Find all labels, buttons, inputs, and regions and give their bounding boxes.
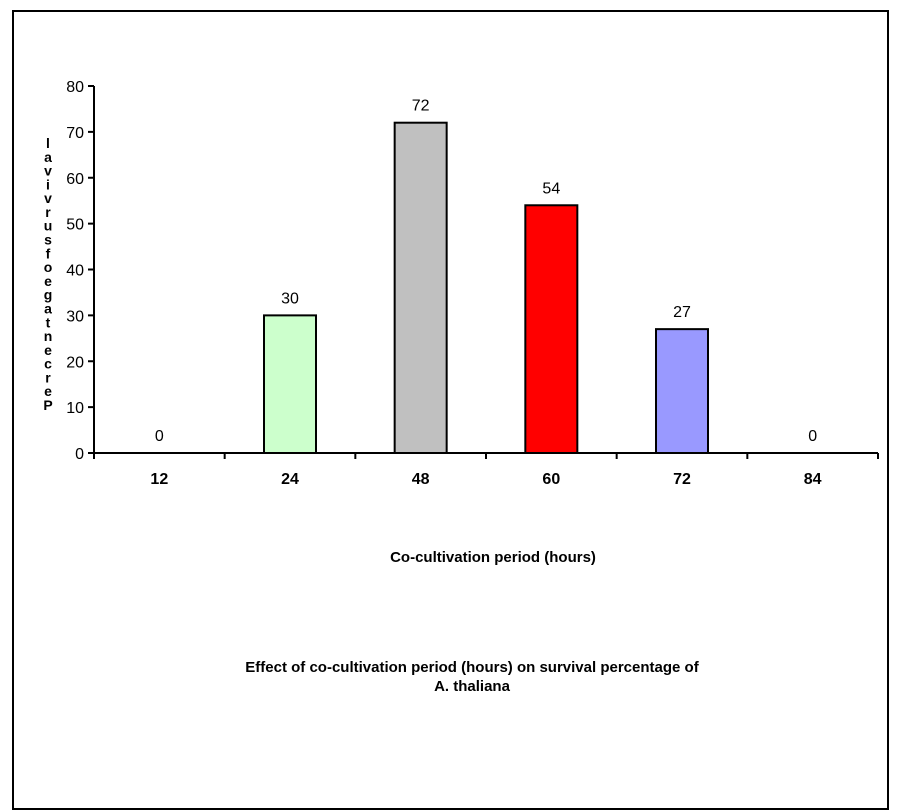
bar-72	[655, 328, 709, 455]
data-label-12: 0	[155, 428, 164, 445]
x-axis-label: Co-cultivation period (hours)	[390, 549, 596, 566]
chart-caption-line-1: Effect of co-cultivation period (hours) …	[245, 659, 699, 676]
data-label-24: 30	[281, 290, 299, 307]
bar-48	[393, 121, 448, 454]
x-tick-label: 24	[281, 471, 299, 488]
data-label-84: 0	[808, 428, 817, 445]
y-tick-label: 50	[66, 217, 84, 234]
y-axis: 0 10 20 30 40 50 60 70 80	[66, 79, 95, 463]
bar-chart: 0 10 20 30 40 50 60 70 80 12 24 48 60 72 84 0 30 72 54 27…	[43, 79, 879, 695]
y-tick-label: 60	[66, 171, 84, 188]
data-labels: 0 30 72 54 27 0	[155, 98, 817, 445]
bars	[263, 121, 709, 455]
x-tick-label: 48	[412, 471, 430, 488]
y-tick-label: 10	[66, 400, 84, 417]
chart-frame	[12, 10, 889, 810]
y-tick-label: 30	[66, 308, 84, 325]
x-tick-label: 12	[150, 471, 168, 488]
data-label-48: 72	[412, 98, 430, 115]
y-tick-label: 20	[66, 354, 84, 371]
y-tick-label: 70	[66, 125, 84, 142]
data-label-60: 54	[542, 180, 560, 197]
y-tick-label: 80	[66, 79, 84, 96]
x-tick-label: 60	[542, 471, 560, 488]
bar-60	[524, 204, 579, 454]
chart-caption-line-2: A. thaliana	[434, 678, 511, 695]
x-axis: 12 24 48 60 72 84	[93, 452, 879, 488]
y-tick-label: 0	[75, 446, 84, 463]
x-tick-label: 84	[804, 471, 822, 488]
bar-24	[263, 314, 317, 454]
y-tick-label: 40	[66, 263, 84, 280]
x-tick-label: 72	[673, 471, 691, 488]
data-label-72: 27	[673, 304, 691, 321]
